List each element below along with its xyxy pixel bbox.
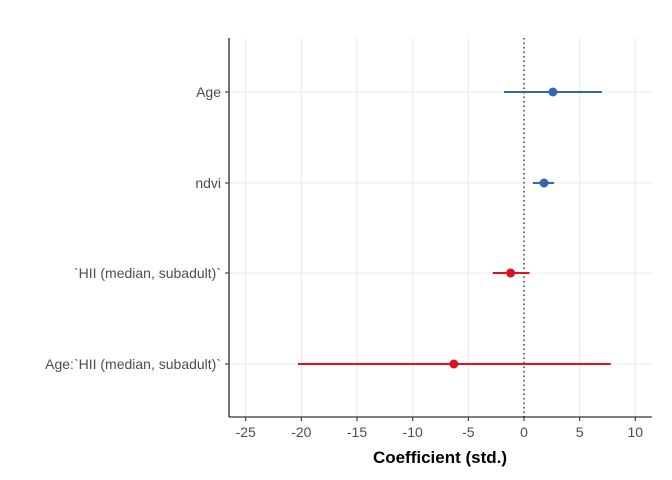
x-tick-label: 10 <box>628 424 644 440</box>
marks-layer <box>298 87 611 369</box>
x-tick-label: 5 <box>576 424 584 440</box>
coefficient-point <box>449 359 459 369</box>
x-tick-label: -5 <box>462 424 475 440</box>
grid-layer <box>229 38 652 417</box>
x-axis-title: Coefficient (std.) <box>373 448 507 467</box>
y-tick-label: `HII (median, subadult)` <box>74 265 221 281</box>
y-tick-label: ndvi <box>195 175 221 191</box>
x-tick-label: -10 <box>403 424 423 440</box>
coefficient-point <box>506 268 516 278</box>
coefficient-point <box>548 87 558 97</box>
x-tick-label: -25 <box>236 424 256 440</box>
y-tick-label: Age <box>196 84 221 100</box>
coefficient-point <box>539 178 549 188</box>
axis-layer <box>225 38 652 421</box>
x-tick-label: -20 <box>291 424 311 440</box>
labels-layer: -25 -20 -15 -10 -5 0 5 10 Age ndvi `HII (median, s… <box>45 84 643 440</box>
x-tick-label: -15 <box>347 424 367 440</box>
x-tick-label: 0 <box>520 424 528 440</box>
y-tick-label: Age:`HII (median, subadult)` <box>45 356 221 372</box>
